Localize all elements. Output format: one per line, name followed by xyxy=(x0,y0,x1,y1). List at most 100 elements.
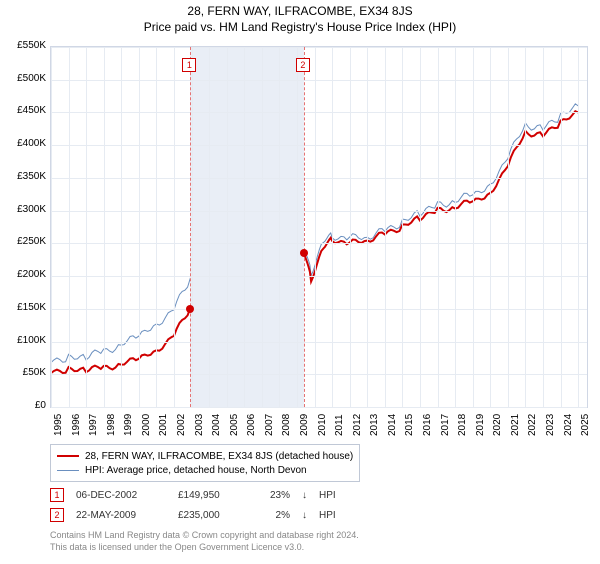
x-axis-label: 2002 xyxy=(176,414,187,436)
marker-line xyxy=(190,47,191,407)
x-axis-label: 2013 xyxy=(369,414,380,436)
chart-subtitle: Price paid vs. HM Land Registry's House … xyxy=(0,20,600,34)
legend-swatch-series2 xyxy=(57,470,79,471)
x-axis-label: 2019 xyxy=(475,414,486,436)
x-axis-label: 2025 xyxy=(580,414,591,436)
sale-vs-1: HPI xyxy=(319,490,336,501)
gridline-v xyxy=(315,47,316,407)
x-axis-label: 2001 xyxy=(158,414,169,436)
sale-pct-1: 23% xyxy=(260,490,290,501)
sale-arrow-1: ↓ xyxy=(302,490,307,501)
marker-icon-1: 1 xyxy=(50,488,64,502)
x-axis-label: 2015 xyxy=(404,414,415,436)
gridline-v xyxy=(508,47,509,407)
sale-vs-2: HPI xyxy=(319,510,336,521)
gridline-h xyxy=(51,178,587,179)
y-axis-label: £550K xyxy=(6,40,46,51)
x-axis-label: 1995 xyxy=(53,414,64,436)
y-axis-label: £300K xyxy=(6,204,46,215)
gridline-v xyxy=(244,47,245,407)
x-axis-label: 2021 xyxy=(510,414,521,436)
x-axis-label: 1996 xyxy=(71,414,82,436)
gridline-h xyxy=(51,407,587,408)
gridline-h xyxy=(51,342,587,343)
gridline-v xyxy=(262,47,263,407)
y-axis-label: £450K xyxy=(6,105,46,116)
gridline-v xyxy=(279,47,280,407)
legend-row: 28, FERN WAY, ILFRACOMBE, EX34 8JS (deta… xyxy=(57,449,353,463)
x-axis-label: 2009 xyxy=(299,414,310,436)
gridline-v xyxy=(209,47,210,407)
x-axis-label: 2022 xyxy=(527,414,538,436)
x-axis-label: 1999 xyxy=(123,414,134,436)
gridline-v xyxy=(473,47,474,407)
gridline-v xyxy=(139,47,140,407)
x-axis-label: 2020 xyxy=(492,414,503,436)
x-axis-label: 2011 xyxy=(334,414,345,436)
x-axis-label: 2004 xyxy=(211,414,222,436)
gridline-v xyxy=(121,47,122,407)
footer-line1: Contains HM Land Registry data © Crown c… xyxy=(50,530,359,542)
gridline-v xyxy=(561,47,562,407)
x-axis-label: 2018 xyxy=(457,414,468,436)
y-axis-label: £350K xyxy=(6,171,46,182)
footer-line2: This data is licensed under the Open Gov… xyxy=(50,542,359,554)
legend-row: HPI: Average price, detached house, Nort… xyxy=(57,463,353,477)
x-axis-label: 2007 xyxy=(264,414,275,436)
x-axis-label: 2008 xyxy=(281,414,292,436)
gridline-v xyxy=(156,47,157,407)
x-axis-label: 2010 xyxy=(317,414,328,436)
legend: 28, FERN WAY, ILFRACOMBE, EX34 8JS (deta… xyxy=(50,444,360,482)
sale-date-1: 06-DEC-2002 xyxy=(76,490,166,501)
sale-pct-2: 2% xyxy=(260,510,290,521)
legend-label-series1: 28, FERN WAY, ILFRACOMBE, EX34 8JS (deta… xyxy=(85,451,353,462)
chart-title: 28, FERN WAY, ILFRACOMBE, EX34 8JS xyxy=(0,4,600,18)
y-axis-label: £150K xyxy=(6,302,46,313)
plot-area xyxy=(50,46,588,408)
gridline-h xyxy=(51,276,587,277)
chart-container: 28, FERN WAY, ILFRACOMBE, EX34 8JS Price… xyxy=(0,4,600,564)
x-axis-label: 2000 xyxy=(141,414,152,436)
gridline-v xyxy=(104,47,105,407)
x-axis-label: 2005 xyxy=(229,414,240,436)
sale-date-2: 22-MAY-2009 xyxy=(76,510,166,521)
x-axis-label: 2017 xyxy=(440,414,451,436)
y-axis-label: £0 xyxy=(6,400,46,411)
gridline-v xyxy=(543,47,544,407)
sale-row-1: 1 06-DEC-2002 £149,950 23% ↓ HPI xyxy=(50,488,336,502)
x-axis-label: 2006 xyxy=(246,414,257,436)
gridline-v xyxy=(367,47,368,407)
gridline-h xyxy=(51,112,587,113)
x-axis-label: 1998 xyxy=(106,414,117,436)
sale-price-1: £149,950 xyxy=(178,490,248,501)
gridline-h xyxy=(51,374,587,375)
gridline-h xyxy=(51,211,587,212)
x-axis-label: 2023 xyxy=(545,414,556,436)
marker-line xyxy=(304,47,305,407)
shaded-region xyxy=(190,47,304,407)
gridline-v xyxy=(86,47,87,407)
y-axis-label: £250K xyxy=(6,236,46,247)
gridline-v xyxy=(420,47,421,407)
gridline-v xyxy=(227,47,228,407)
x-axis-label: 2012 xyxy=(352,414,363,436)
gridline-h xyxy=(51,145,587,146)
gridline-h xyxy=(51,80,587,81)
gridline-v xyxy=(525,47,526,407)
y-axis-label: £500K xyxy=(6,73,46,84)
gridline-v xyxy=(385,47,386,407)
x-axis-label: 2003 xyxy=(194,414,205,436)
gridline-v xyxy=(438,47,439,407)
chart-lines xyxy=(51,47,587,407)
gridline-h xyxy=(51,47,587,48)
gridline-v xyxy=(192,47,193,407)
gridline-h xyxy=(51,309,587,310)
sale-point-dot xyxy=(186,305,194,313)
gridline-v xyxy=(402,47,403,407)
x-axis-label: 1997 xyxy=(88,414,99,436)
gridline-v xyxy=(69,47,70,407)
sale-price-2: £235,000 xyxy=(178,510,248,521)
x-axis-label: 2024 xyxy=(563,414,574,436)
legend-label-series2: HPI: Average price, detached house, Nort… xyxy=(85,465,307,476)
sale-point-dot xyxy=(300,249,308,257)
